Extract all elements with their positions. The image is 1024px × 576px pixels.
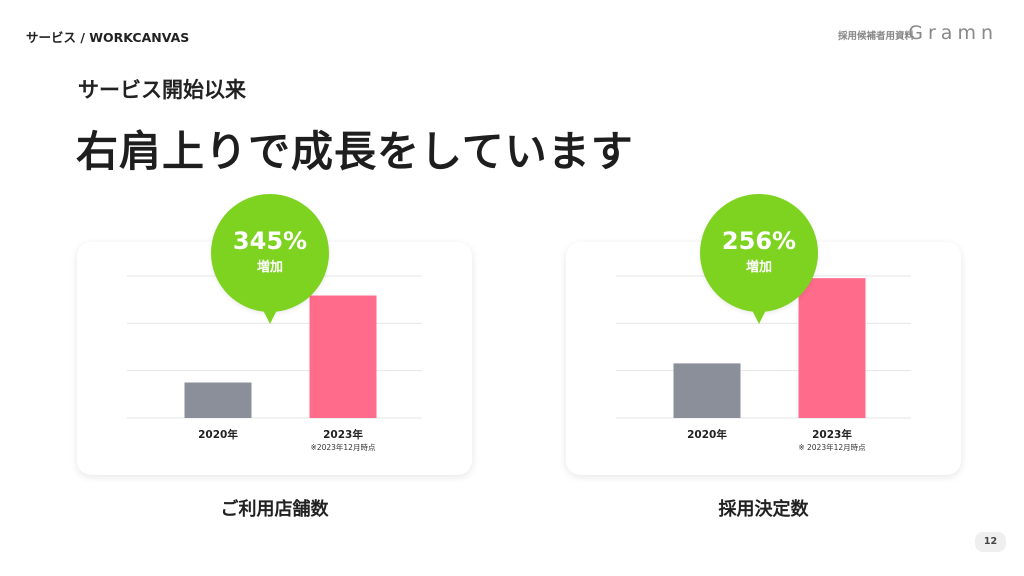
category-note: ※ 2023年12月時点 — [798, 442, 866, 452]
category-label: 2023年 — [812, 428, 852, 441]
growth-badge-stores: 345% 増加 — [211, 194, 329, 324]
chart-caption-hires: 採用決定数 — [718, 499, 809, 520]
growth-percent: 256% — [721, 227, 797, 255]
category-label: 2020年 — [198, 428, 238, 441]
bar-0 — [184, 382, 252, 418]
growth-label: 増加 — [256, 260, 283, 275]
chart-card-hires: 2020年 2023年 ※ 2023年12月時点 — [566, 242, 961, 475]
bar-0 — [673, 363, 741, 418]
growth-percent: 345% — [232, 227, 308, 255]
document-label: 採用候補者用資料 — [837, 31, 914, 42]
category-label: 2020年 — [687, 428, 727, 441]
bar-1 — [309, 295, 377, 418]
bar-1 — [798, 278, 866, 418]
chart-caption-stores: ご利用店舗数 — [220, 499, 329, 520]
page-subtitle: サービス開始以来 — [78, 78, 246, 102]
category-label: 2023年 — [323, 428, 363, 441]
growth-badge-hires: 256% 増加 — [700, 194, 818, 324]
category-note: ※2023年12月時点 — [311, 442, 376, 452]
page-title: 右肩上りで成長をしています — [76, 127, 634, 176]
page-number: 12 — [975, 532, 1006, 552]
brand-logo: Gramn — [908, 22, 998, 44]
growth-label: 増加 — [745, 260, 772, 275]
chart-stores: 2020年 2023年※2023年12月時点 — [127, 275, 422, 452]
chart-hires: 2020年 2023年※ 2023年12月時点 — [616, 275, 911, 452]
breadcrumb: サービス / WORKCANVAS — [26, 30, 190, 45]
